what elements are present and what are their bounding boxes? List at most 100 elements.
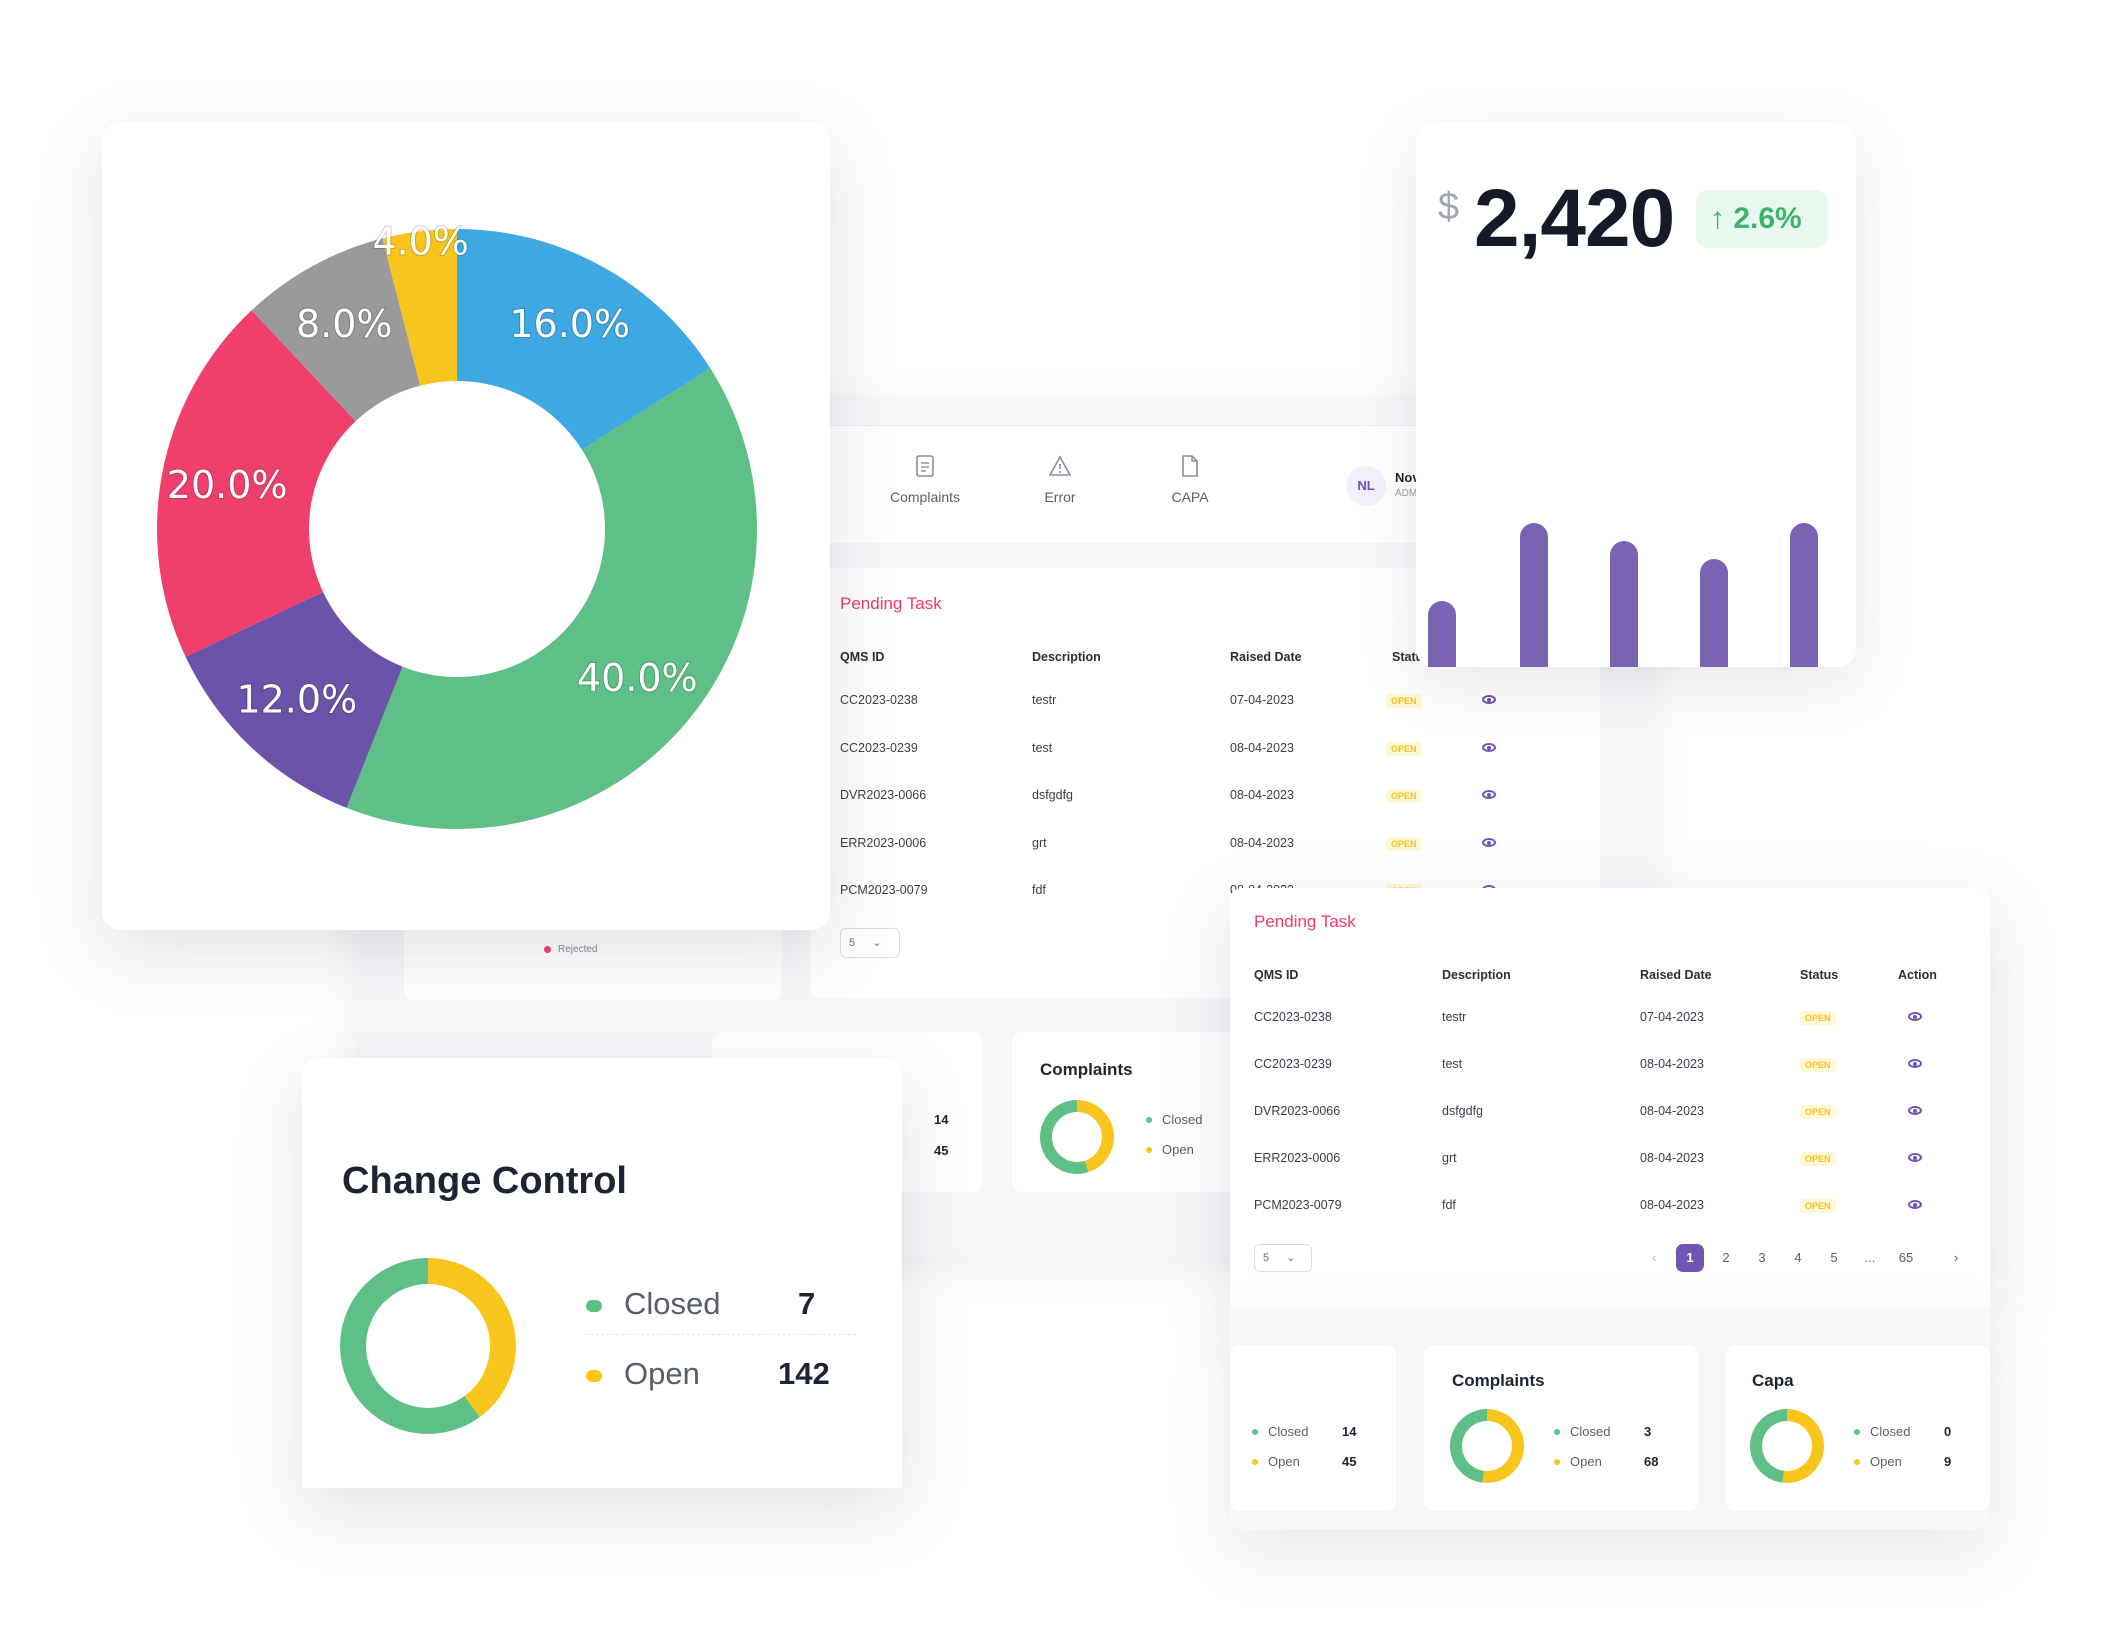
status-badge: OPEN: [1800, 1152, 1836, 1166]
nav-item-complaints[interactable]: Complaints: [880, 454, 970, 505]
col-qms-id: QMS ID: [840, 650, 885, 664]
status-badge: OPEN: [1800, 1058, 1836, 1072]
nav-label: Complaints: [889, 489, 961, 505]
closed-dot: [1554, 1429, 1560, 1435]
page-button[interactable]: 1: [1676, 1244, 1704, 1272]
view-eye-icon[interactable]: [1482, 837, 1496, 847]
nav-item-error[interactable]: Error: [1025, 454, 1095, 505]
pending-task-card: Pending Task QMS ID Description Raised D…: [1230, 888, 1990, 1308]
page-button[interactable]: 3: [1758, 1250, 1766, 1265]
kpi-change-value: 2.6%: [1733, 202, 1802, 235]
open-label: Open: [1570, 1454, 1602, 1469]
complaints-title: Complaints: [1452, 1371, 1545, 1390]
change-control-title: Change Control: [342, 1160, 627, 1202]
avatar-initials: NL: [1357, 478, 1375, 493]
file-icon: [1182, 455, 1198, 477]
table-cell-id: PCM2023-0079: [1254, 1198, 1342, 1212]
arrow-up-icon: ↑: [1710, 202, 1725, 235]
page-button[interactable]: 65: [1898, 1250, 1914, 1265]
table-cell-date: 08-04-2023: [1640, 1104, 1704, 1118]
legend-divider: [586, 1334, 856, 1335]
view-eye-icon[interactable]: [1908, 1012, 1922, 1021]
page-size-select[interactable]: 5 ⌄: [1254, 1244, 1312, 1272]
status-badge: OPEN: [1386, 694, 1422, 708]
view-eye-icon[interactable]: [1482, 695, 1496, 704]
table-cell-id: CC2023-0238: [840, 693, 918, 707]
status-badge: OPEN: [1800, 1199, 1836, 1213]
capa-title: Capa: [1752, 1371, 1794, 1390]
table-cell-desc: grt: [1442, 1151, 1457, 1165]
page-button[interactable]: 4: [1794, 1250, 1802, 1265]
status-badge: OPEN: [1800, 1011, 1836, 1025]
table-cell-date: 08-04-2023: [1230, 835, 1294, 850]
table-cell-id: PCM2023-0079: [840, 883, 928, 897]
col-action: Action: [1898, 968, 1937, 982]
closed-count: 0: [1944, 1424, 1952, 1439]
view-eye-icon[interactable]: [1908, 1200, 1922, 1209]
pie-slice-label: 20.0%: [167, 463, 288, 507]
page-button[interactable]: 2: [1722, 1250, 1730, 1265]
table-cell-desc: grt: [1032, 835, 1047, 850]
open-dot: [1252, 1459, 1258, 1465]
closed-dot: [1146, 1117, 1152, 1123]
capa-card: Capa Closed 0 Open 9: [1726, 1345, 1990, 1511]
col-description: Description: [1032, 650, 1101, 664]
view-eye-icon[interactable]: [1908, 1153, 1922, 1162]
kpi-revenue-card: $ 2,420 ↑ 2.6%: [1416, 122, 1856, 667]
pie-slice: [346, 368, 758, 830]
nav-item-capa[interactable]: CAPA: [1155, 454, 1225, 505]
kpi-bar: [1790, 523, 1818, 667]
distribution-pie-chart: 16.0% 40.0% 12.0% 20.0% 8.0% 4.0%: [157, 218, 758, 830]
complaints-donut: [1450, 1409, 1524, 1483]
pie-slice: [185, 592, 403, 808]
user-avatar[interactable]: NL: [1346, 466, 1386, 506]
page-button[interactable]: 5: [1830, 1250, 1838, 1265]
next-page-icon[interactable]: ›: [1953, 1250, 1959, 1265]
view-eye-icon[interactable]: [1908, 1106, 1922, 1115]
table-cell-date: 08-04-2023: [1640, 1151, 1704, 1165]
table-cell-desc: test: [1442, 1057, 1463, 1071]
view-eye-icon[interactable]: [1482, 742, 1496, 752]
table-cell-desc: dsfgdfg: [1442, 1104, 1484, 1118]
pie-slice: [157, 310, 356, 657]
pie-slice: [382, 229, 457, 386]
complaints-card-back: Complaints Closed Open: [1012, 1032, 1252, 1192]
col-raised-date: Raised Date: [1230, 650, 1302, 664]
pie-slice: [457, 229, 711, 450]
pie-slice-label: 12.0%: [236, 678, 357, 722]
col-raised-date: Raised Date: [1640, 968, 1712, 982]
user-name: Nov: [1395, 470, 1420, 485]
closed-label: Closed: [1162, 1112, 1203, 1127]
table-cell-date: 08-04-2023: [1230, 788, 1294, 802]
table-cell-id: ERR2023-0006: [1254, 1151, 1341, 1165]
table-cell-desc: fdf: [1032, 883, 1046, 897]
open-count: 68: [1644, 1454, 1659, 1469]
deviation-card: Closed 14 Open 45: [1230, 1345, 1396, 1511]
user-role: ADM: [1395, 488, 1418, 499]
legend-dot: [544, 946, 551, 953]
nav-label: CAPA: [1171, 489, 1209, 505]
table-cell-date: 07-04-2023: [1230, 693, 1294, 707]
closed-dot: [1252, 1429, 1258, 1435]
status-badge: OPEN: [1386, 741, 1422, 756]
table-cell-date: 08-04-2023: [1230, 740, 1294, 755]
status-badge: OPEN: [1386, 836, 1422, 851]
table-cell-id: DVR2023-0066: [840, 788, 927, 802]
pie-slice-label: 4.0%: [372, 219, 469, 263]
pending-task-title: Pending Task: [840, 594, 942, 613]
col-description: Description: [1442, 968, 1511, 982]
closed-dot: [1854, 1429, 1860, 1435]
kpi-bar: [1700, 559, 1728, 667]
kpi-bar: [1610, 541, 1638, 667]
change-control-donut: [340, 1258, 516, 1434]
table-cell-desc: fdf: [1442, 1198, 1456, 1212]
table-cell-date: 08-04-2023: [1640, 1057, 1704, 1071]
warning-icon: [1048, 455, 1072, 476]
prev-page-icon[interactable]: ‹: [1651, 1250, 1657, 1265]
page-size-select[interactable]: 5 ⌄: [840, 928, 900, 958]
view-eye-icon[interactable]: [1482, 790, 1496, 799]
table-cell-date: 07-04-2023: [1640, 1010, 1704, 1024]
view-eye-icon[interactable]: [1908, 1059, 1922, 1068]
closed-count: 14: [1342, 1424, 1357, 1439]
pending-task-title: Pending Task: [1254, 912, 1356, 931]
